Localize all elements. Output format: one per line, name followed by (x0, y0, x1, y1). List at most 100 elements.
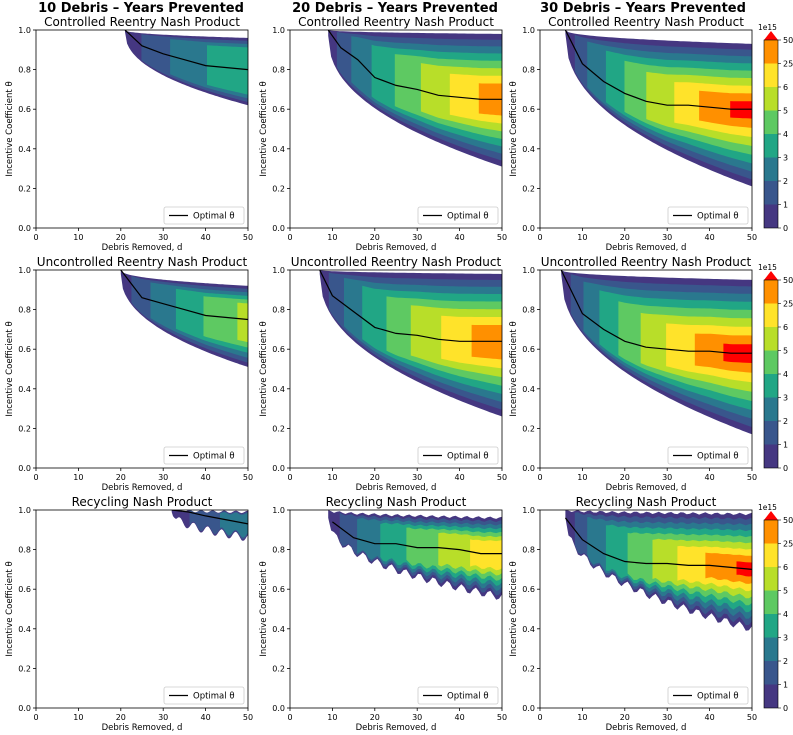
y-tick-label: 0.6 (272, 105, 285, 114)
axes-frame (35, 29, 249, 229)
colorbar-scale-label: 1e15 (758, 23, 777, 32)
colorbar-tick-label: 25 (783, 60, 793, 69)
x-axis-label: Debris Removed, d (606, 243, 687, 253)
colorbar-tick-label: 50 (783, 36, 793, 45)
colorbar-extend-arrow (764, 271, 778, 280)
y-tick-label: 0.0 (272, 464, 285, 473)
y-tick-label: 0.6 (522, 345, 535, 354)
legend-label: Optimal θ (697, 452, 739, 462)
y-tick-label: 0.8 (272, 306, 285, 315)
contour-region (327, 30, 502, 167)
optimal-theta-line (332, 521, 502, 555)
x-tick-label: 10 (577, 713, 587, 722)
y-tick-label: 1.0 (522, 506, 535, 515)
colorbar-tick-label: 0 (783, 704, 788, 713)
colorbar-band-4 (764, 110, 778, 134)
axes-frame (35, 269, 249, 469)
colorbar-tick-label: 6 (783, 83, 788, 92)
y-tick-label: 0.0 (18, 464, 31, 473)
x-tick-label: 0 (287, 233, 292, 242)
x-tick-label: 20 (370, 233, 380, 242)
contour-region (564, 30, 752, 187)
y-tick-label: 0.2 (522, 184, 535, 193)
y-tick-label: 1.0 (272, 26, 285, 35)
x-tick-label: 40 (705, 473, 715, 482)
colorbar-band-3 (764, 614, 778, 638)
x-tick-label: 0 (33, 473, 38, 482)
y-tick-label: 0.2 (522, 424, 535, 433)
y-axis-label: Incentive Coefficient θ (259, 561, 269, 656)
y-tick-label: 0.8 (522, 546, 535, 555)
legend: Optimal θ (163, 686, 245, 705)
colorbar-extend-arrow (764, 31, 778, 40)
x-tick-label: 30 (412, 473, 422, 482)
panel-r0-c2: Controlled Reentry Nash Product 0 10 20 30 40… (509, 15, 757, 253)
panel-r0-c1: Controlled Reentry Nash Product 0 10 20 30 40… (259, 15, 507, 253)
x-axis-label: Debris Removed, d (102, 723, 183, 733)
y-tick-label: 1.0 (522, 26, 535, 35)
contour-band-level-6 (470, 539, 502, 571)
legend-box (417, 206, 499, 225)
x-tick-label: 10 (327, 473, 337, 482)
x-tick-label: 40 (455, 233, 465, 242)
colorbar-band-0 (764, 684, 778, 708)
y-axis-label: Incentive Coefficient θ (5, 561, 15, 656)
panel-r2-c0: Recycling Nash Product 0 10 20 30 40 50 0.0 0.2 0… (5, 495, 253, 733)
y-tick-label: 0.4 (18, 625, 31, 634)
panel-title: Uncontrolled Reentry Nash Product (37, 255, 248, 269)
legend-label: Optimal θ (697, 212, 739, 222)
y-tick-label: 0.0 (272, 704, 285, 713)
colorbar-tick-label: 6 (783, 563, 788, 572)
colorbar-scale-label: 1e15 (758, 503, 777, 512)
panel-r1-c1: Uncontrolled Reentry Nash Product 0 10 20 30… (259, 255, 507, 493)
x-tick-label: 40 (705, 233, 715, 242)
colorbar-tick-label: 4 (783, 370, 788, 379)
contour-region (120, 270, 248, 367)
colorbar-tick-label: 25 (783, 300, 793, 309)
colorbar-band-6 (764, 63, 778, 87)
x-tick-label: 20 (620, 713, 630, 722)
colorbar-row-0: 0 1 2 3 4 5 6 25 50 1e15 (758, 23, 793, 233)
y-tick-label: 0.2 (18, 664, 31, 673)
y-axis-label: Incentive Coefficient θ (5, 321, 15, 416)
x-tick-label: 20 (116, 473, 126, 482)
contour-band-level-8 (730, 101, 752, 119)
x-tick-label: 0 (33, 233, 38, 242)
panel-r1-c0: Uncontrolled Reentry Nash Product 0 10 20 30… (5, 255, 253, 493)
optimal-theta-line (120, 270, 248, 321)
y-tick-label: 0.0 (272, 224, 285, 233)
y-tick-label: 0.4 (522, 625, 535, 634)
x-tick-label: 40 (455, 473, 465, 482)
legend: Optimal θ (667, 446, 749, 465)
colorbar-band-1 (764, 421, 778, 445)
axes-frame (539, 269, 753, 469)
y-tick-label: 0.4 (272, 385, 285, 394)
legend: Optimal θ (667, 206, 749, 225)
panel-title: Recycling Nash Product (72, 495, 213, 509)
colorbar-tick-label: 1 (783, 441, 788, 450)
panel-title: Uncontrolled Reentry Nash Product (541, 255, 752, 269)
y-axis-label: Incentive Coefficient θ (259, 81, 269, 176)
y-tick-label: 1.0 (18, 266, 31, 275)
y-tick-label: 1.0 (522, 266, 535, 275)
y-tick-label: 0.8 (272, 546, 285, 555)
x-tick-label: 0 (537, 233, 542, 242)
colorbar-tick-label: 6 (783, 323, 788, 332)
colorbar-tick-label: 4 (783, 130, 788, 139)
colorbar-tick-label: 0 (783, 224, 788, 233)
x-tick-label: 30 (412, 233, 422, 242)
y-tick-label: 0.4 (522, 385, 535, 394)
x-tick-label: 50 (243, 233, 253, 242)
colorbar-tick-label: 25 (783, 540, 793, 549)
optimal-theta-line (564, 30, 752, 110)
x-tick-label: 40 (705, 713, 715, 722)
y-tick-label: 0.2 (522, 664, 535, 673)
x-tick-label: 0 (537, 473, 542, 482)
y-tick-label: 0.0 (18, 704, 31, 713)
contour-band-level-4 (203, 296, 248, 348)
legend: Optimal θ (163, 206, 245, 225)
optimal-theta-line (319, 270, 502, 342)
x-tick-label: 50 (747, 473, 757, 482)
colorbar-band-4 (764, 590, 778, 614)
